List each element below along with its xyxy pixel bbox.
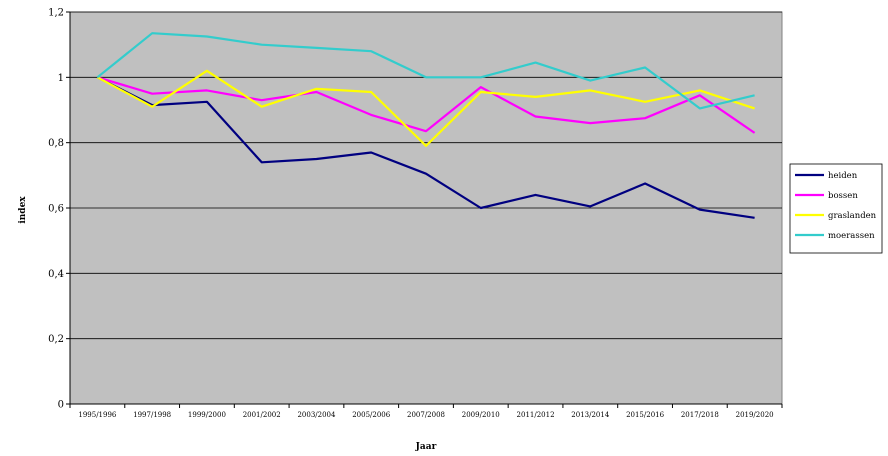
y-tick-label: 0,4 xyxy=(48,269,64,280)
legend-label-moerassen: moerassen xyxy=(828,231,875,241)
legend-label-bossen: bossen xyxy=(828,191,858,201)
y-tick-label: 0 xyxy=(58,400,64,411)
legend-box xyxy=(789,163,883,254)
x-tick-label: 2019/2020 xyxy=(736,411,774,419)
y-tick-label: 0,2 xyxy=(48,334,64,345)
y-tick-labels: 0 0,2 0,4 0,6 0,8 1 1,2 xyxy=(48,8,70,411)
y-axis-title: index xyxy=(18,196,28,224)
y-tick-label: 0,6 xyxy=(48,204,64,215)
series-lines xyxy=(96,32,756,219)
x-tick-label: 2009/2010 xyxy=(462,411,500,419)
x-tick-label: 1995/1996 xyxy=(78,411,117,419)
legend-label-heiden: heiden xyxy=(828,171,858,181)
y-tick-label: 1 xyxy=(58,73,64,84)
x-tick-label: 2017/2018 xyxy=(681,411,719,419)
legend: heiden bossen graslanden moerassen xyxy=(789,163,883,254)
x-tick-labels: 1995/1996 1997/1998 1999/2000 2001/2002 2003… xyxy=(69,404,783,419)
x-tick-label: 2015/2016 xyxy=(626,411,665,419)
x-tick-label: 1997/1998 xyxy=(133,411,171,419)
y-tick-label: 1,2 xyxy=(48,8,64,19)
series-line-heiden xyxy=(96,76,755,219)
x-tick-label: 2007/2008 xyxy=(407,411,445,419)
series-line-moerassen xyxy=(96,32,755,110)
x-tick-label: 2001/2002 xyxy=(243,411,281,419)
legend-label-graslanden: graslanden xyxy=(828,211,877,221)
x-tick-label: 2013/2014 xyxy=(571,411,610,419)
x-tick-label: 2003/2004 xyxy=(297,411,336,419)
y-tick-label: 0,8 xyxy=(48,138,64,149)
x-tick-label: 2011/2012 xyxy=(517,411,555,419)
x-axis-title: Jaar xyxy=(415,442,437,452)
series-line-graslanden xyxy=(96,69,755,147)
x-tick-label: 2005/2006 xyxy=(352,411,391,419)
series-line-bossen xyxy=(97,76,756,134)
x-tick-label: 1999/2000 xyxy=(188,411,226,419)
